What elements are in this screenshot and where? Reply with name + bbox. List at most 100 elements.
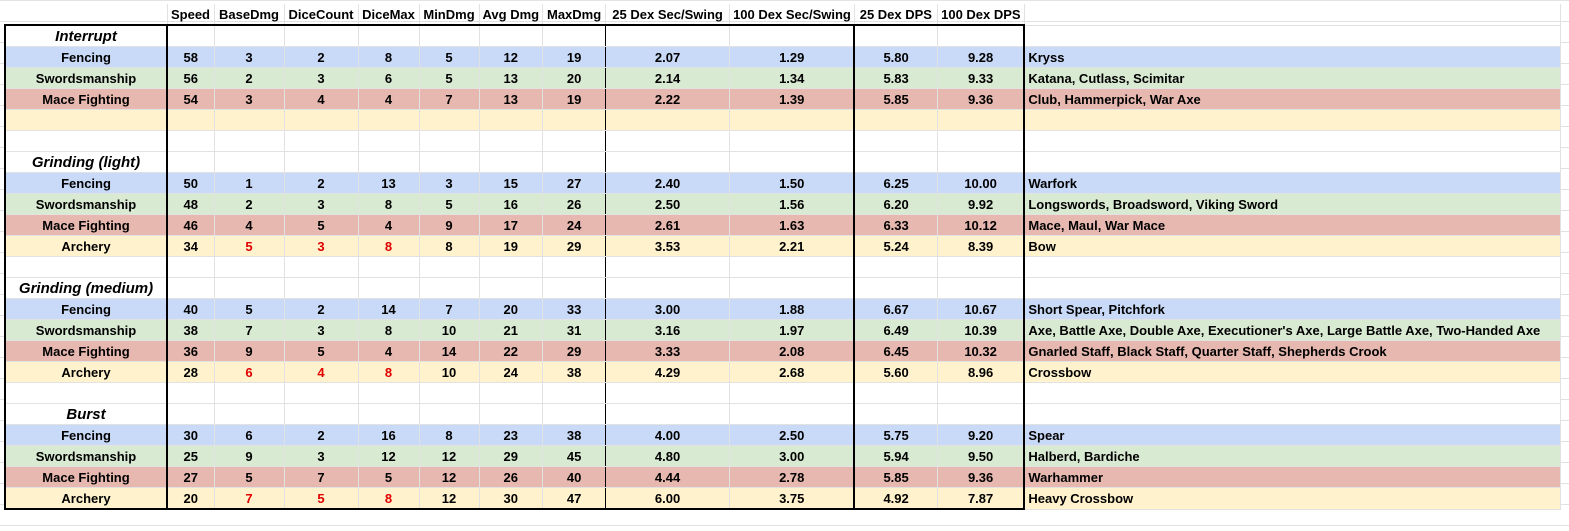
cell-dice-count[interactable]: 5: [284, 340, 359, 362]
empty-cell[interactable]: [419, 277, 480, 299]
empty-cell[interactable]: [4, 382, 168, 404]
cell-dps-100[interactable]: 9.92: [937, 193, 1026, 215]
empty-cell[interactable]: [937, 256, 1026, 278]
cell-max-dmg[interactable]: 47: [542, 487, 607, 510]
cell-sec-swing-25[interactable]: 2.22: [605, 88, 731, 110]
empty-cell[interactable]: [937, 151, 1026, 173]
cell-avg-dmg[interactable]: 21: [479, 319, 544, 341]
cell-speed[interactable]: 50: [167, 172, 215, 194]
cell-dps-100[interactable]: 9.36: [937, 466, 1026, 488]
empty-cell[interactable]: [1024, 130, 1561, 152]
cell-dice-count[interactable]: 5: [284, 487, 359, 510]
empty-cell[interactable]: [605, 256, 731, 278]
empty-cell[interactable]: [854, 24, 938, 47]
empty-cell[interactable]: [542, 403, 607, 425]
cell-min-dmg[interactable]: 12: [419, 487, 480, 510]
cell-min-dmg[interactable]: 5: [419, 193, 480, 215]
cell-sec-swing-100[interactable]: 1.39: [729, 88, 856, 110]
cell-dice-count[interactable]: 3: [284, 319, 359, 341]
cell-speed[interactable]: [167, 109, 215, 131]
cell-speed[interactable]: 56: [167, 67, 215, 89]
cell-base-dmg[interactable]: 7: [214, 487, 285, 510]
cell-weapons[interactable]: Halberd, Bardiche: [1024, 445, 1561, 467]
cell-sec-swing-100[interactable]: 1.88: [729, 298, 856, 320]
cell-dice-max[interactable]: [358, 109, 420, 131]
cell-dps-25[interactable]: [854, 109, 938, 131]
empty-cell[interactable]: [729, 403, 856, 425]
header-25dex-dps[interactable]: 25 Dex DPS: [854, 4, 938, 26]
cell-min-dmg[interactable]: 14: [419, 340, 480, 362]
cell-dice-max[interactable]: 13: [358, 172, 420, 194]
empty-cell[interactable]: [542, 382, 607, 404]
cell-sec-swing-100[interactable]: 2.08: [729, 340, 856, 362]
cell-skill-name[interactable]: Fencing: [4, 46, 168, 68]
empty-cell[interactable]: [854, 130, 938, 152]
empty-cell[interactable]: [167, 151, 215, 173]
cell-dice-max[interactable]: 8: [358, 193, 420, 215]
cell-dps-25[interactable]: 5.80: [854, 46, 938, 68]
cell-avg-dmg[interactable]: 24: [479, 361, 544, 383]
header-maxdmg[interactable]: MaxDmg: [542, 4, 607, 26]
header-basedmg[interactable]: BaseDmg: [214, 4, 285, 26]
empty-cell[interactable]: [284, 403, 359, 425]
cell-speed[interactable]: 48: [167, 193, 215, 215]
empty-cell[interactable]: [4, 130, 168, 152]
empty-cell[interactable]: [214, 151, 285, 173]
cell-sec-swing-25[interactable]: 6.00: [605, 487, 731, 510]
cell-avg-dmg[interactable]: 29: [479, 445, 544, 467]
cell-sec-swing-25[interactable]: 2.07: [605, 46, 731, 68]
cell-weapons[interactable]: Short Spear, Pitchfork: [1024, 298, 1561, 320]
cell-avg-dmg[interactable]: [479, 109, 544, 131]
cell-dps-25[interactable]: 5.94: [854, 445, 938, 467]
cell-skill-name[interactable]: Fencing: [4, 424, 168, 446]
empty-cell[interactable]: [214, 256, 285, 278]
cell-speed[interactable]: 27: [167, 466, 215, 488]
empty-cell[interactable]: [358, 24, 420, 47]
cell-weapons[interactable]: Spear: [1024, 424, 1561, 446]
empty-cell[interactable]: [479, 403, 544, 425]
empty-cell[interactable]: [1024, 277, 1561, 299]
empty-cell[interactable]: [479, 151, 544, 173]
cell-speed[interactable]: 40: [167, 298, 215, 320]
cell-sec-swing-100[interactable]: 2.50: [729, 424, 856, 446]
cell-dps-100[interactable]: 10.32: [937, 340, 1026, 362]
cell-sec-swing-100[interactable]: 1.29: [729, 46, 856, 68]
cell-dice-count[interactable]: 5: [284, 214, 359, 236]
empty-cell[interactable]: [284, 277, 359, 299]
cell-min-dmg[interactable]: 9: [419, 214, 480, 236]
cell-avg-dmg[interactable]: 26: [479, 466, 544, 488]
empty-cell[interactable]: [214, 403, 285, 425]
cell-avg-dmg[interactable]: 16: [479, 193, 544, 215]
cell-dps-25[interactable]: 6.67: [854, 298, 938, 320]
empty-cell[interactable]: [284, 151, 359, 173]
cell-max-dmg[interactable]: 38: [542, 361, 607, 383]
cell-weapons[interactable]: Crossbow: [1024, 361, 1561, 383]
cell-min-dmg[interactable]: 10: [419, 319, 480, 341]
empty-cell[interactable]: [479, 277, 544, 299]
cell-min-dmg[interactable]: 12: [419, 466, 480, 488]
cell-skill-name[interactable]: Swordsmanship: [4, 193, 168, 215]
empty-cell[interactable]: [214, 277, 285, 299]
cell-dice-max[interactable]: 12: [358, 445, 420, 467]
empty-cell[interactable]: [284, 256, 359, 278]
cell-dps-100[interactable]: 9.33: [937, 67, 1026, 89]
cell-weapons[interactable]: Heavy Crossbow: [1024, 487, 1561, 510]
empty-cell[interactable]: [358, 256, 420, 278]
cell-avg-dmg[interactable]: 13: [479, 88, 544, 110]
cell-weapons[interactable]: [1024, 109, 1561, 131]
cell-min-dmg[interactable]: 12: [419, 445, 480, 467]
empty-cell[interactable]: [605, 24, 731, 47]
cell-speed[interactable]: 36: [167, 340, 215, 362]
header-cell-blank[interactable]: [5, 4, 168, 26]
cell-dice-count[interactable]: 4: [284, 361, 359, 383]
cell-skill-name[interactable]: Mace Fighting: [4, 88, 168, 110]
section-title[interactable]: Grinding (light): [4, 151, 168, 173]
cell-dice-count[interactable]: [284, 109, 359, 131]
cell-speed[interactable]: 20: [167, 487, 215, 510]
empty-cell[interactable]: [729, 277, 856, 299]
empty-cell[interactable]: [167, 256, 215, 278]
empty-cell[interactable]: [214, 24, 285, 47]
cell-sec-swing-100[interactable]: 2.21: [729, 235, 856, 257]
empty-cell[interactable]: [542, 151, 607, 173]
empty-cell[interactable]: [937, 130, 1026, 152]
